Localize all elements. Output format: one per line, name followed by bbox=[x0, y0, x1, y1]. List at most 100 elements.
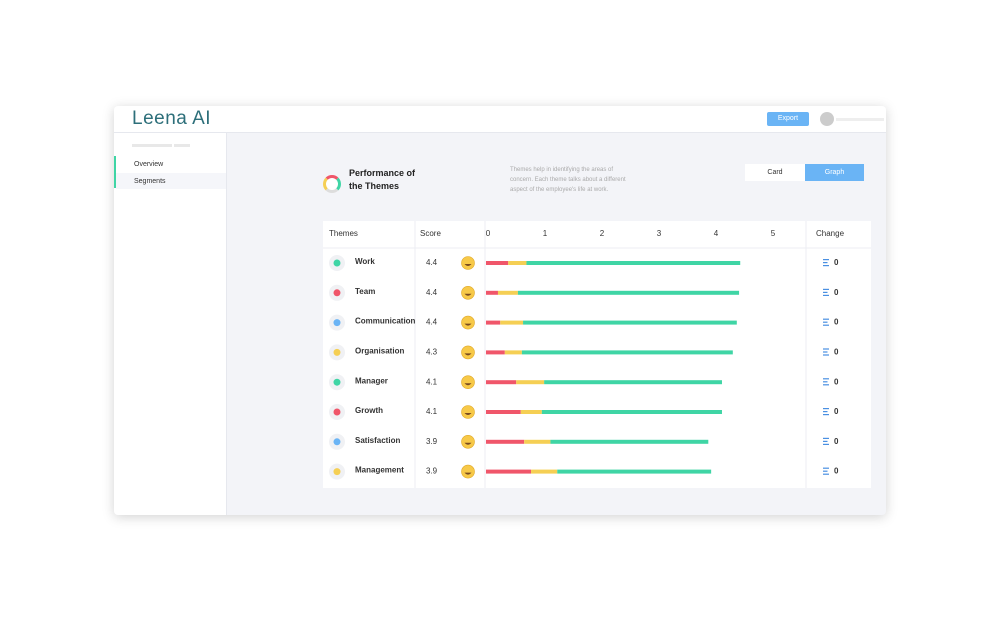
x-tick-label: 2 bbox=[600, 229, 605, 238]
emoji-mouth bbox=[464, 264, 472, 266]
theme-name: Growth bbox=[355, 406, 383, 415]
bar-segment bbox=[504, 350, 522, 355]
placeholder bbox=[132, 144, 172, 147]
score: 4.1 bbox=[426, 407, 438, 416]
theme-name: Communication bbox=[355, 317, 416, 326]
change-icon bbox=[823, 348, 829, 350]
bar-segment bbox=[500, 320, 524, 325]
theme-name: Organisation bbox=[355, 347, 404, 356]
emoji bbox=[461, 286, 475, 300]
theme-name: Management bbox=[355, 466, 404, 475]
theme-icon-glyph bbox=[333, 289, 341, 297]
bar-segment bbox=[544, 380, 722, 385]
avatar[interactable] bbox=[820, 112, 834, 126]
panel-description: Themes help in identifying the areas of … bbox=[510, 167, 626, 193]
emoji bbox=[461, 375, 475, 389]
change-icon bbox=[823, 354, 829, 356]
theme-name: Work bbox=[355, 257, 375, 266]
change-icon bbox=[823, 473, 829, 475]
bar-segment bbox=[486, 320, 501, 325]
bar-segment bbox=[541, 410, 722, 414]
emoji bbox=[461, 405, 475, 419]
sidebar bbox=[114, 133, 227, 515]
bar-segment bbox=[486, 261, 509, 265]
column-header: Score bbox=[420, 229, 441, 238]
x-tick-label: 1 bbox=[543, 229, 548, 238]
emoji bbox=[461, 256, 475, 270]
change-icon bbox=[823, 324, 829, 326]
theme-name: Manager bbox=[355, 376, 388, 385]
theme-icon-glyph bbox=[333, 259, 341, 267]
change-icon bbox=[823, 378, 829, 380]
emoji bbox=[461, 464, 475, 479]
bar-segment bbox=[526, 261, 741, 265]
x-tick-label: 4 bbox=[714, 229, 719, 238]
bar-segment bbox=[531, 469, 558, 474]
change-icon bbox=[823, 437, 829, 439]
theme-icon-glyph bbox=[333, 438, 341, 446]
emoji bbox=[461, 435, 475, 449]
column-header: Change bbox=[816, 229, 845, 238]
logo: Leena AI bbox=[132, 108, 212, 129]
card-toggle[interactable]: Card bbox=[745, 164, 805, 181]
sidebar-item-bg bbox=[116, 173, 226, 189]
bar-segment bbox=[486, 290, 498, 295]
x-tick-label: 0 bbox=[486, 229, 491, 238]
emoji bbox=[461, 315, 475, 330]
score: 4.4 bbox=[426, 318, 438, 327]
bar-segment bbox=[557, 469, 712, 474]
theme-name: Satisfaction bbox=[355, 436, 400, 445]
change-icon bbox=[823, 351, 828, 353]
sidebar-item[interactable]: Overview bbox=[134, 161, 164, 168]
change-icon bbox=[823, 443, 829, 445]
themes-table: Themes Score Change 0 1 2 3 4 5 Work 4.4 0 Team 4.4 0 C… bbox=[323, 221, 871, 488]
theme-icon-glyph bbox=[333, 468, 341, 476]
theme-icon-glyph bbox=[333, 408, 341, 416]
emoji-mouth bbox=[464, 323, 472, 326]
theme-icon-glyph bbox=[333, 378, 341, 386]
top-bar bbox=[114, 106, 886, 133]
bar-segment bbox=[486, 350, 505, 355]
score: 4.1 bbox=[426, 377, 438, 386]
change-icon bbox=[823, 470, 828, 472]
emoji-mouth bbox=[464, 383, 472, 386]
change: 0 bbox=[834, 318, 839, 327]
change-icon bbox=[823, 288, 829, 290]
theme-name: Team bbox=[355, 287, 375, 296]
change-icon bbox=[823, 411, 828, 413]
emoji-mouth bbox=[464, 353, 472, 356]
gauge-icon bbox=[323, 175, 341, 193]
score: 3.9 bbox=[426, 437, 438, 446]
bar-segment bbox=[524, 439, 551, 444]
column-header: Themes bbox=[329, 229, 358, 238]
active-indicator bbox=[114, 156, 226, 188]
change-icon bbox=[823, 414, 829, 416]
user-name-placeholder bbox=[836, 118, 884, 121]
theme-icon-glyph bbox=[333, 319, 341, 327]
bar-segment bbox=[486, 380, 517, 385]
change-icon bbox=[823, 467, 829, 469]
bar-segment bbox=[523, 320, 737, 325]
bar-segment bbox=[508, 261, 527, 265]
change-icon bbox=[823, 381, 828, 383]
change: 0 bbox=[834, 348, 839, 357]
score: 4.3 bbox=[426, 348, 438, 357]
change-icon bbox=[823, 318, 829, 320]
placeholder bbox=[174, 144, 190, 147]
emoji-mouth bbox=[464, 413, 472, 415]
bar-segment bbox=[550, 439, 709, 444]
change-icon bbox=[823, 294, 829, 296]
export-button[interactable]: Export bbox=[767, 112, 809, 126]
graph-toggle[interactable]: Graph bbox=[805, 164, 864, 181]
bar-segment bbox=[486, 439, 525, 444]
change-icon bbox=[823, 384, 829, 386]
x-tick-label: 5 bbox=[771, 229, 776, 238]
bar-segment bbox=[521, 350, 733, 355]
score: 4.4 bbox=[426, 258, 438, 267]
sidebar-item[interactable]: Segments bbox=[134, 178, 166, 185]
score: 4.4 bbox=[426, 288, 438, 297]
change: 0 bbox=[834, 288, 839, 297]
change-icon bbox=[823, 259, 829, 261]
panel-title: Performance of the Themes bbox=[349, 168, 416, 191]
